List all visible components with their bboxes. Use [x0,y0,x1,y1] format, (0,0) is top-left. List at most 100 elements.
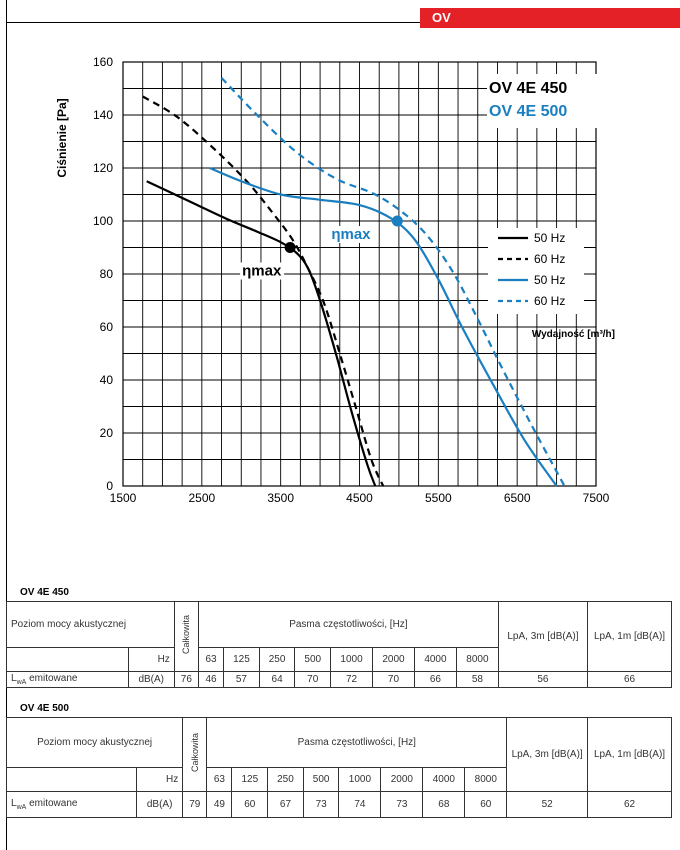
total-header: Całkowita [173,601,199,672]
value-cell: 73 [380,791,424,818]
value-cell: 57 [223,671,260,688]
top-rule [6,22,680,23]
x-tick-labels: 1500 2500 3500 4500 5500 6500 7500 [110,491,610,505]
legend-label: 60 Hz [534,294,565,308]
y-tick-label: 80 [100,267,114,281]
lpa1-value: 66 [587,671,672,688]
hz-label: Hz [136,767,184,792]
freq-cell: 500 [294,647,332,672]
value-cell: 66 [413,671,457,688]
unit-cell: dB(A) [127,671,175,688]
lpa3-value: 56 [497,671,589,688]
value-cell: 73 [302,791,340,818]
y-tick-label: 160 [93,55,113,69]
x-tick-label: 7500 [583,491,610,505]
bands-header: Pasma częstotliwości, [Hz] [197,601,499,648]
x-axis-label: Wydajność [m³/h] [532,329,615,340]
value-cell: 67 [267,791,304,818]
freq-cell: 8000 [464,767,508,792]
series-line-1 [142,95,385,487]
value-cell: 46 [197,671,225,688]
freq-cell: 125 [223,647,260,672]
freq-cell: 125 [231,767,269,792]
chart-grid [122,61,597,487]
acoustic-table-500: Poziom mocy akustycznej Całkowita Pasma … [5,717,672,818]
page-frame [6,0,680,850]
freq-cell: 2000 [372,647,415,672]
eta-max-label: ηmax [331,226,371,243]
freq-cell: 63 [206,767,233,792]
freq-cell: 1000 [330,647,374,672]
x-tick-label: 3500 [267,491,294,505]
row-header: Poziom mocy akustycznej [5,717,184,768]
series-lines [142,77,566,487]
eta-max-label: ηmax [242,263,282,280]
freq-cell: 8000 [455,647,499,672]
row-header: Poziom mocy akustycznej [6,601,175,648]
eta-max-point [284,242,296,253]
freq-cell: 2000 [380,767,424,792]
model-legend: OV 4E 450 OV 4E 500 [487,74,599,128]
emit-label: LwA emitowane [6,671,129,688]
fan-curve-chart: 1500 2500 3500 4500 5500 6500 7500 0 20 40 60 80 10… [55,55,615,505]
y-tick-label: 0 [106,479,113,493]
value-cell: 58 [455,671,499,688]
acoustic-table-450: Poziom mocy akustycznej Całkowita Pasma … [6,601,672,688]
freq-cell: 250 [258,647,296,672]
eta-max-label-bg [329,226,374,243]
model-legend-entry: OV 4E 500 [489,103,567,120]
plot-border [122,61,597,487]
value-cell: 70 [294,671,332,688]
y-axis-label: Ciśnienie [Pa] [55,98,69,177]
value-cell: 49 [206,791,233,818]
series-legend: 50 Hz 60 Hz 50 Hz 60 Hz [488,228,584,314]
x-tick-label: 2500 [188,491,215,505]
model-legend-box [487,74,599,128]
eta-max-label-bg [240,262,285,280]
legend-label: 50 Hz [534,273,565,287]
lpa3-header: LpA, 3m [dB(A)] [497,601,589,672]
lpa1-value: 62 [587,791,672,818]
freq-cell: 63 [197,647,225,672]
freq-cell: 500 [302,767,340,792]
legend-label: 50 Hz [534,231,565,245]
value-cell: 72 [330,671,374,688]
emit-label: LwA emitowane [5,791,138,818]
x-tick-label: 6500 [504,491,531,505]
total-value: 79 [182,791,208,818]
lpa3-value: 52 [506,791,589,818]
annotations: ηmax ηmax [240,215,403,280]
freq-cell: 250 [267,767,304,792]
freq-cell: 4000 [422,767,466,792]
unit-cell: dB(A) [136,791,184,818]
hz-label: Hz [127,647,175,672]
y-tick-label: 20 [100,426,114,440]
lpa1-header: LpA, 1m [dB(A)] [587,601,672,672]
value-cell: 60 [231,791,269,818]
model-legend-entry: OV 4E 450 [489,80,567,97]
value-cell: 60 [464,791,508,818]
x-tick-label: 1500 [110,491,137,505]
freq-cell: 1000 [338,767,382,792]
table-450-title: OV 4E 450 [20,587,69,598]
value-cell: 68 [422,791,466,818]
y-tick-label: 140 [93,108,113,122]
bands-header: Pasma częstotliwości, [Hz] [206,717,508,768]
series-line-3 [220,77,566,487]
x-tick-label: 4500 [346,491,373,505]
lpa1-header: LpA, 1m [dB(A)] [587,717,672,792]
table-500-title: OV 4E 500 [20,703,69,714]
series-line-2 [209,166,558,487]
lpa3-header: LpA, 3m [dB(A)] [506,717,589,792]
y-tick-label: 60 [100,320,114,334]
y-tick-labels: 0 20 40 60 80 100 120 140 160 [93,55,113,493]
y-tick-label: 120 [93,161,113,175]
category-tag: OV [420,8,680,28]
y-tick-label: 100 [93,214,113,228]
x-tick-label: 5500 [425,491,452,505]
value-cell: 74 [338,791,382,818]
value-cell: 70 [372,671,415,688]
eta-max-point [391,215,403,227]
freq-cell: 4000 [413,647,457,672]
y-tick-label: 40 [100,373,114,387]
